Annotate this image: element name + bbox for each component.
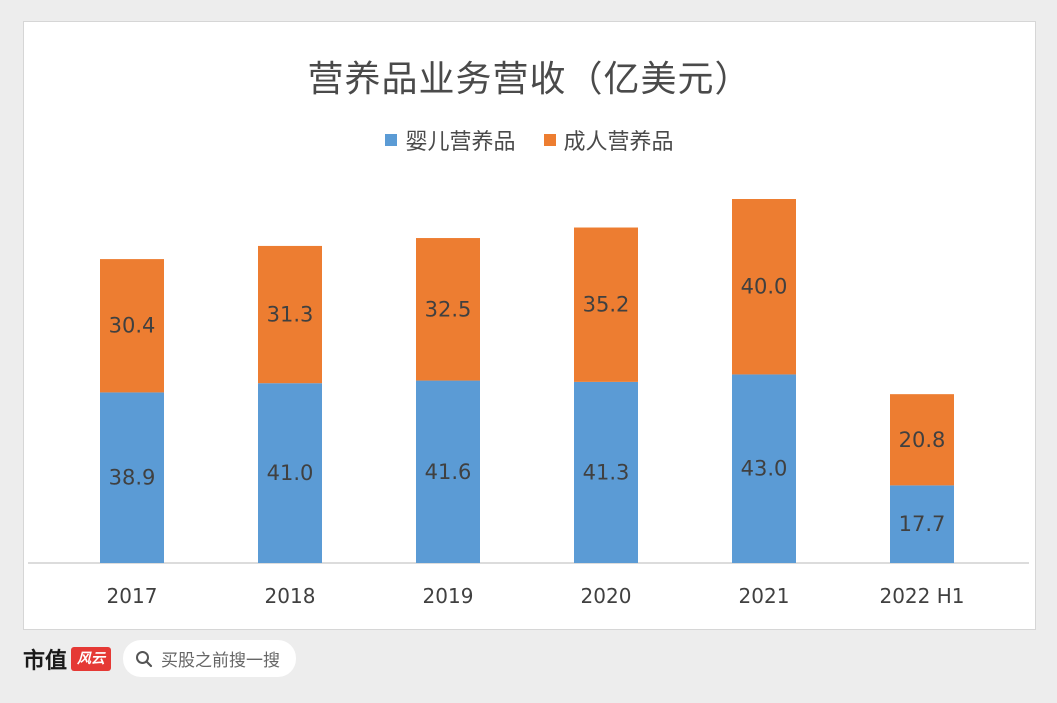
chart-panel: 营养品业务营收（亿美元） 婴儿营养品 成人营养品 38.9 30.4 2017 41.… (23, 21, 1036, 630)
bar-series-1-2021 (732, 374, 796, 563)
data-label-series-1-2021: 43.0 (741, 457, 788, 481)
legend-label-series-1: 婴儿营养品 (405, 130, 516, 155)
x-tick-label-2022-H1: 2022 H1 (879, 584, 964, 608)
chart-title: 营养品业务营收（亿美元） (307, 59, 752, 100)
bar-series-2-2019 (416, 238, 480, 381)
bar-series-1-2018 (258, 383, 322, 563)
legend-item-series-1: 婴儿营养品 (385, 124, 516, 156)
bar-series-2-2017 (100, 259, 164, 393)
legend-swatch-series-2 (543, 134, 556, 146)
bar-series-1-2020 (574, 381, 638, 563)
brand-name: 市值 (23, 647, 68, 674)
legend: 婴儿营养品 成人营养品 (24, 124, 1035, 156)
search-placeholder: 买股之前搜一搜 (161, 651, 281, 671)
bar-series-1-2017 (100, 392, 164, 563)
bar-series-2-2020 (574, 227, 638, 382)
x-tick-label-2019: 2019 (423, 584, 474, 608)
search-box[interactable]: 买股之前搜一搜 (123, 640, 297, 677)
bar-series-2-2022-H1 (890, 394, 954, 486)
x-tick-label-2018: 2018 (265, 584, 316, 608)
data-label-series-2-2019: 32.5 (425, 297, 472, 321)
data-label-series-1-2019: 41.6 (425, 460, 472, 484)
bar-series-1-2019 (416, 380, 480, 563)
bar-chart: 38.9 30.4 2017 41.0 31.3 2018 41.6 32.5 2019 41.3… (28, 199, 1029, 608)
brand-logo: 风云 (71, 646, 112, 671)
data-label-series-1-2018: 41.0 (267, 461, 314, 485)
data-label-series-2-2018: 31.3 (267, 303, 314, 327)
data-label-series-2-2020: 35.2 (583, 293, 630, 317)
bar-series-1-2022-H1 (890, 485, 954, 563)
legend-label-series-2: 成人营养品 (563, 130, 674, 155)
data-label-series-1-2017: 38.9 (109, 466, 156, 490)
bar-series-2-2021 (732, 199, 796, 375)
legend-item-series-2: 成人营养品 (543, 124, 674, 156)
data-label-series-1-2022-H1: 17.7 (899, 512, 946, 536)
footer-bar: 市值 风云 买股之前搜一搜 (23, 640, 297, 677)
x-tick-label-2020: 2020 (581, 584, 632, 608)
bar-series-2-2018 (258, 245, 322, 384)
data-label-series-2-2021: 40.0 (741, 275, 788, 299)
x-tick-label-2017: 2017 (107, 584, 158, 608)
x-tick-label-2021: 2021 (739, 584, 790, 608)
data-label-series-1-2020: 41.3 (583, 460, 630, 484)
legend-swatch-series-1 (385, 134, 398, 146)
search-icon (136, 650, 153, 667)
data-label-series-2-2022-H1: 20.8 (899, 428, 946, 452)
data-label-series-2-2017: 30.4 (109, 314, 156, 338)
